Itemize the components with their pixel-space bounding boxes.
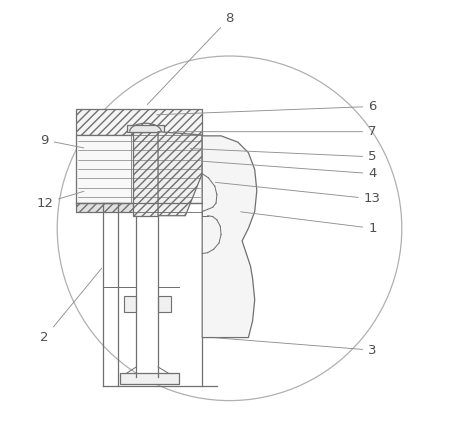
Text: 3: 3 <box>215 338 377 357</box>
Text: 8: 8 <box>147 12 234 104</box>
Polygon shape <box>158 296 171 312</box>
Text: 12: 12 <box>36 191 84 209</box>
Text: 9: 9 <box>40 134 84 148</box>
Text: 2: 2 <box>40 268 101 344</box>
Polygon shape <box>76 109 202 135</box>
Polygon shape <box>123 296 136 312</box>
Text: 6: 6 <box>157 100 376 115</box>
Text: 5: 5 <box>190 148 377 163</box>
Text: 1: 1 <box>241 212 377 235</box>
Polygon shape <box>76 135 202 203</box>
Polygon shape <box>202 136 257 338</box>
Polygon shape <box>76 203 179 212</box>
Polygon shape <box>158 132 202 216</box>
Text: 7: 7 <box>174 125 377 138</box>
Text: 13: 13 <box>215 182 381 206</box>
Polygon shape <box>133 132 158 216</box>
Text: 4: 4 <box>203 161 376 180</box>
Polygon shape <box>127 125 164 132</box>
Polygon shape <box>120 373 179 384</box>
